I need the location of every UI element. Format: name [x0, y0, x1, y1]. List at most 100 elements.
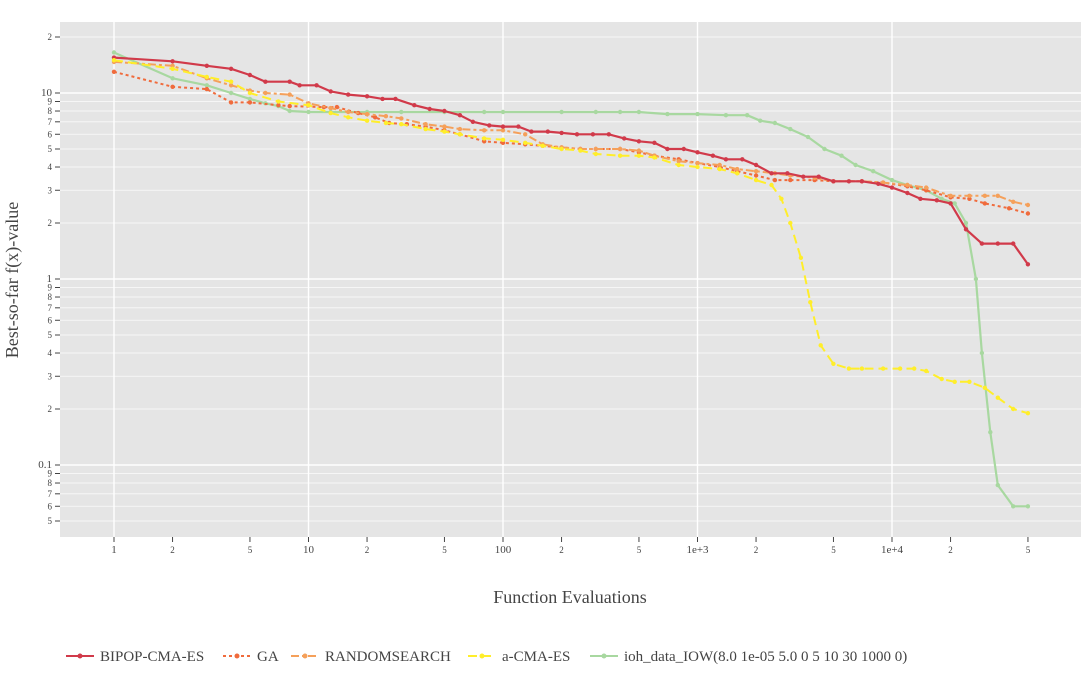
- y-tick-label: 2: [48, 218, 53, 228]
- data-point: [636, 109, 642, 115]
- x-tick-label: 2: [948, 545, 953, 555]
- data-point: [723, 157, 729, 162]
- data-point: [487, 123, 492, 128]
- y-tick-label: 9: [48, 283, 53, 293]
- data-point: [529, 129, 534, 134]
- data-point: [1025, 504, 1031, 509]
- y-tick-label: 4: [48, 162, 53, 172]
- y-tick-label: 5: [48, 330, 53, 340]
- data-point: [500, 128, 506, 133]
- data-point: [982, 193, 987, 198]
- data-point: [574, 132, 580, 137]
- x-axis-ticks: 1 2 5 10 2 5 100 2 5 1e+3 2 5 1e+4 2 5: [111, 537, 1031, 556]
- x-tick-label: 5: [442, 545, 447, 555]
- data-point: [287, 79, 292, 84]
- data-point: [995, 395, 1000, 400]
- y-tick-label: 6: [48, 315, 53, 325]
- y-tick-label: 9: [48, 469, 53, 479]
- data-point: [482, 136, 487, 141]
- data-point: [1006, 206, 1012, 211]
- data-point: [963, 227, 969, 232]
- series-layer: [111, 50, 1031, 509]
- data-point: [808, 300, 813, 305]
- data-point: [676, 162, 681, 168]
- data-point: [364, 118, 370, 123]
- legend-item: GA: [223, 649, 279, 665]
- data-point: [948, 201, 953, 206]
- data-point: [559, 109, 564, 115]
- x-tick-label: 10: [303, 544, 315, 556]
- data-point: [170, 59, 175, 64]
- data-point: [228, 83, 234, 88]
- data-point: [383, 114, 389, 119]
- data-point: [665, 146, 670, 152]
- data-point: [442, 124, 447, 129]
- data-point: [578, 148, 583, 153]
- data-point: [717, 166, 722, 172]
- data-point: [383, 120, 389, 126]
- data-point: [204, 83, 209, 88]
- data-point: [695, 160, 700, 166]
- data-point: [399, 109, 404, 115]
- data-point: [805, 134, 811, 140]
- data-point: [228, 90, 234, 96]
- data-point: [889, 185, 895, 190]
- data-point: [745, 113, 750, 118]
- legend-label: GA: [257, 649, 279, 665]
- data-point: [695, 111, 700, 117]
- data-point: [758, 118, 763, 123]
- data-point: [328, 105, 333, 111]
- data-point: [306, 103, 311, 108]
- data-point: [457, 126, 463, 132]
- data-point: [740, 157, 745, 162]
- data-point: [934, 198, 939, 203]
- legend-swatch-marker: [479, 653, 485, 659]
- data-point: [170, 76, 175, 81]
- data-point: [111, 58, 117, 63]
- data-point: [516, 124, 521, 129]
- x-tick-label: 2: [754, 545, 759, 555]
- x-tick-label: 2: [170, 545, 175, 555]
- data-point: [979, 241, 985, 246]
- data-point: [952, 379, 957, 384]
- data-point: [1011, 406, 1016, 412]
- data-point: [287, 103, 292, 109]
- data-point: [963, 220, 969, 226]
- data-point: [695, 150, 700, 155]
- data-point: [939, 376, 944, 382]
- y-tick-label: 8: [48, 106, 53, 116]
- data-point: [717, 162, 722, 168]
- data-point: [247, 90, 253, 96]
- data-point: [593, 146, 598, 152]
- data-point: [540, 143, 545, 148]
- data-point: [427, 106, 432, 112]
- data-point: [1025, 411, 1031, 416]
- legend-swatch-marker: [77, 653, 83, 659]
- data-point: [897, 366, 903, 371]
- y-tick-label: 1: [47, 273, 53, 285]
- data-point: [924, 185, 929, 190]
- minor-gridlines: [60, 36, 1081, 522]
- x-tick-label: 1: [111, 544, 117, 556]
- series-3: [111, 58, 1031, 416]
- y-tick-label: 8: [48, 292, 53, 302]
- y-tick-label: 4: [48, 348, 53, 358]
- data-point: [423, 126, 428, 132]
- data-point: [853, 162, 858, 168]
- data-point: [876, 181, 881, 186]
- data-point: [788, 177, 793, 183]
- data-point: [380, 96, 385, 102]
- y-tick-label: 8: [48, 478, 53, 488]
- data-point: [328, 110, 333, 116]
- data-point: [801, 174, 806, 179]
- data-point: [967, 379, 972, 384]
- data-point: [788, 220, 793, 226]
- data-point: [287, 108, 292, 114]
- data-point: [665, 111, 670, 117]
- data-point: [859, 366, 865, 371]
- data-point: [948, 193, 953, 198]
- data-point: [500, 137, 506, 142]
- y-tick-label: 3: [48, 185, 53, 195]
- data-point: [982, 201, 987, 206]
- data-point: [822, 146, 827, 152]
